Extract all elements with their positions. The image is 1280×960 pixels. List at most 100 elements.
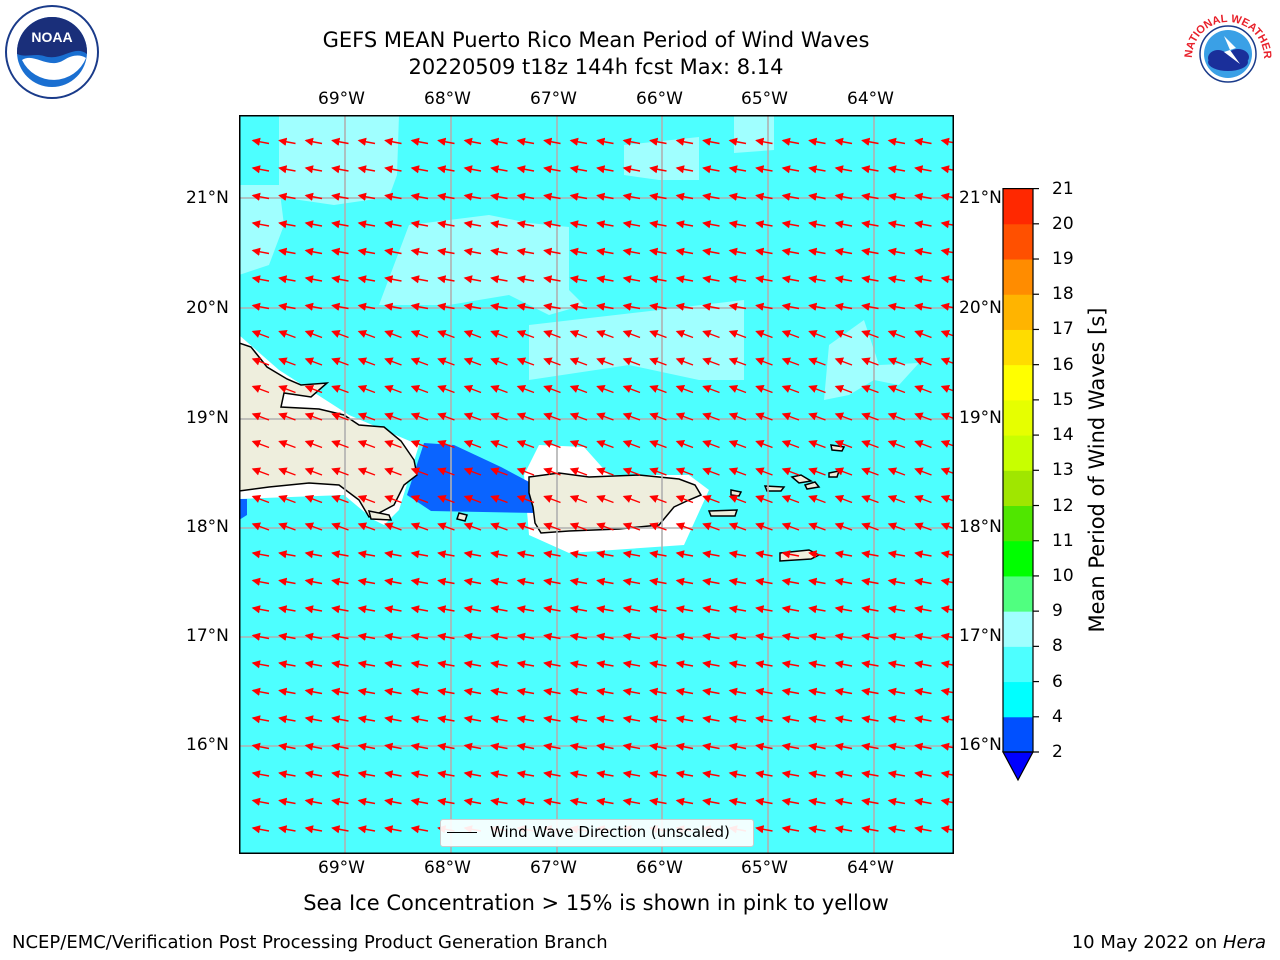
wave-direction-arrow [490,742,508,751]
lat-label-left-20: 20°N [186,298,229,318]
wave-direction-arrow [543,687,561,696]
wave-direction-arrow [887,302,906,311]
wave-direction-arrow [728,330,747,339]
lat-label-left-16: 16°N [186,735,229,755]
wave-direction-arrow [543,715,561,724]
wave-direction-arrow [278,412,296,421]
wave-direction-arrow [781,495,800,504]
wave-direction-arrow [251,770,270,779]
wave-direction-arrow [437,495,455,504]
wave-direction-arrow [251,330,270,339]
wave-direction-arrow [331,357,349,366]
wave-direction-arrow [304,275,323,284]
wave-direction-arrow [357,385,376,394]
wave-direction-arrow [808,715,826,724]
wave-direction-arrow [675,605,694,614]
wave-direction-arrow [675,467,694,476]
wave-direction-arrow [357,412,376,421]
colorbar-tick-label: 6 [1052,671,1063,692]
wave-direction-arrow [490,192,508,201]
wave-direction-arrow [781,687,800,696]
wave-direction-arrow [384,550,402,559]
wave-direction-arrow [940,467,954,476]
wave-direction-arrow [596,660,614,669]
wave-direction-arrow [384,605,402,614]
wave-direction-arrow [543,440,561,449]
wave-direction-arrow [569,165,588,174]
wave-direction-arrow [357,165,376,174]
wave-direction-arrow [357,797,376,806]
lat-label-left-17: 17°N [186,626,229,646]
wave-direction-arrow [781,302,800,311]
colorbar-extend-triangle [1002,751,1035,782]
wave-direction-arrow [702,275,720,284]
wave-direction-arrow [463,577,482,586]
wave-direction-arrow [543,220,561,229]
wave-direction-arrow [410,302,429,311]
sea-ice-note: Sea Ice Concentration > 15% is shown in … [303,891,889,915]
wave-direction-arrow [569,550,588,559]
wave-direction-arrow [728,522,747,531]
colorbar-band [1003,259,1033,295]
wave-direction-arrow [384,440,402,449]
wave-direction-arrow [622,632,641,641]
wave-direction-arrow [675,440,694,449]
wave-direction-arrow [887,550,906,559]
wave-direction-arrow [755,495,773,504]
wave-direction-arrow [675,385,694,394]
wave-direction-arrow [410,467,429,476]
wave-direction-arrow [543,660,561,669]
wave-direction-arrow [569,412,588,421]
wave-direction-arrow [516,605,535,614]
wave-direction-arrow [649,330,667,339]
wave-direction-arrow [278,220,296,229]
wave-direction-arrow [940,385,954,393]
wave-direction-arrow [384,137,402,146]
lat-label-left-18: 18°N [186,517,229,537]
wave-direction-arrow [649,687,667,696]
wave-direction-arrow [410,385,429,394]
wave-direction-arrow [728,742,747,751]
wave-direction-arrow [357,357,376,366]
wave-direction-arrow [437,577,455,586]
wave-direction-arrow [728,605,747,614]
wave-direction-arrow [596,797,614,806]
wave-direction-arrow [251,165,270,174]
wave-direction-arrow [278,247,296,256]
footer-date-text: 10 May 2022 on [1071,932,1223,953]
wave-direction-arrow [649,275,667,284]
wave-direction-arrow [675,577,694,586]
wave-direction-arrow [914,412,932,421]
wave-direction-arrow [490,330,508,339]
wave-direction-arrow [649,577,667,586]
wave-direction-arrow [437,275,455,284]
wave-direction-arrow [781,522,800,531]
wave-direction-arrow [331,825,349,834]
wave-direction-arrow [755,687,773,696]
wave-direction-arrow [702,440,720,449]
wave-direction-arrow [834,577,853,586]
wave-direction-arrow [357,275,376,284]
wave-direction-arrow [808,275,826,284]
wave-direction-arrow [702,742,720,751]
wave-direction-arrow [728,687,747,696]
wave-direction-arrow [649,385,667,394]
wave-direction-arrow [755,715,773,724]
wave-direction-arrow [357,522,376,531]
wave-direction-arrow [861,247,879,256]
colorbar-tick-label: 10 [1052,565,1074,586]
footer-date: 10 May 2022 on Hera [1072,932,1266,953]
wave-direction-arrow [596,275,614,284]
wave-direction-arrow [808,632,826,641]
wave-direction-arrow [304,825,323,834]
wave-direction-arrow [569,330,588,339]
lat-label-right-17: 17°N [959,626,1002,646]
wave-direction-arrow [331,742,349,751]
wave-direction-arrow [861,632,879,641]
wave-direction-arrow [728,302,747,311]
wave-direction-arrow [304,192,323,201]
wave-direction-arrow [278,770,296,779]
wave-direction-arrow [437,302,455,311]
wave-direction-arrow [490,275,508,284]
wave-direction-arrow [940,605,954,614]
